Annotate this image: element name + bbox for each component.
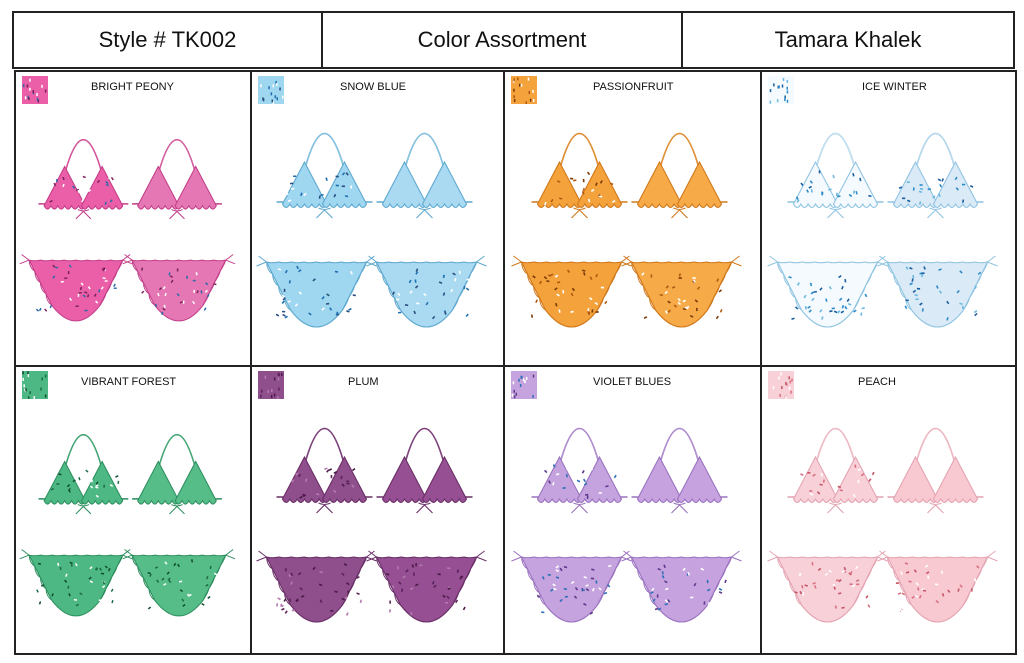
color-swatch <box>258 371 284 400</box>
header-bar: Style # TK002 Color Assortment Tamara Kh… <box>12 11 1015 69</box>
colorway-panel: PEACH <box>762 367 1015 653</box>
colorway-grid: BRIGHT PEONY SNOW BLUE PASSIONFRUIT ICE WIN… <box>14 70 1017 655</box>
bikini-sketch-icon <box>767 428 998 623</box>
colorway-panel: PLUM <box>252 367 505 653</box>
colorway-panel: VIOLET BLUES <box>505 367 762 653</box>
colorway-name: PASSIONFRUIT <box>593 81 674 93</box>
color-swatch <box>22 371 48 400</box>
sheet-title: Color Assortment <box>321 13 681 67</box>
color-swatch <box>258 76 284 105</box>
bikini-sketch-icon <box>256 133 487 328</box>
colorway-panel: VIBRANT FOREST <box>16 367 252 653</box>
colorway-panel: PASSIONFRUIT <box>505 72 762 367</box>
colorway-panel: ICE WINTER <box>762 72 1015 367</box>
colorway-name: PLUM <box>348 376 379 388</box>
bikini-sketch-icon <box>19 434 236 617</box>
color-swatch <box>511 76 537 105</box>
bikini-sketch-icon <box>767 133 998 328</box>
bikini-sketch-icon <box>19 139 236 322</box>
colorway-name: PEACH <box>858 376 896 388</box>
colorway-name: VIBRANT FOREST <box>81 376 177 388</box>
colorway-panel: SNOW BLUE <box>252 72 505 367</box>
designer-name: Tamara Khalek <box>681 13 1013 67</box>
style-number: Style # TK002 <box>98 27 237 52</box>
colorway-name: VIOLET BLUES <box>593 376 672 388</box>
color-swatch <box>768 76 794 104</box>
bikini-sketch-icon <box>256 428 487 623</box>
colorway-name: BRIGHT PEONY <box>91 81 174 93</box>
bikini-sketch-icon <box>511 428 742 623</box>
colorway-name: SNOW BLUE <box>340 81 407 93</box>
colorway-name: ICE WINTER <box>862 81 927 93</box>
colorway-panel: BRIGHT PEONY <box>16 72 252 367</box>
color-swatch <box>511 371 537 399</box>
color-swatch <box>768 371 794 400</box>
color-swatch <box>22 76 48 104</box>
bikini-sketch-icon <box>511 133 742 328</box>
